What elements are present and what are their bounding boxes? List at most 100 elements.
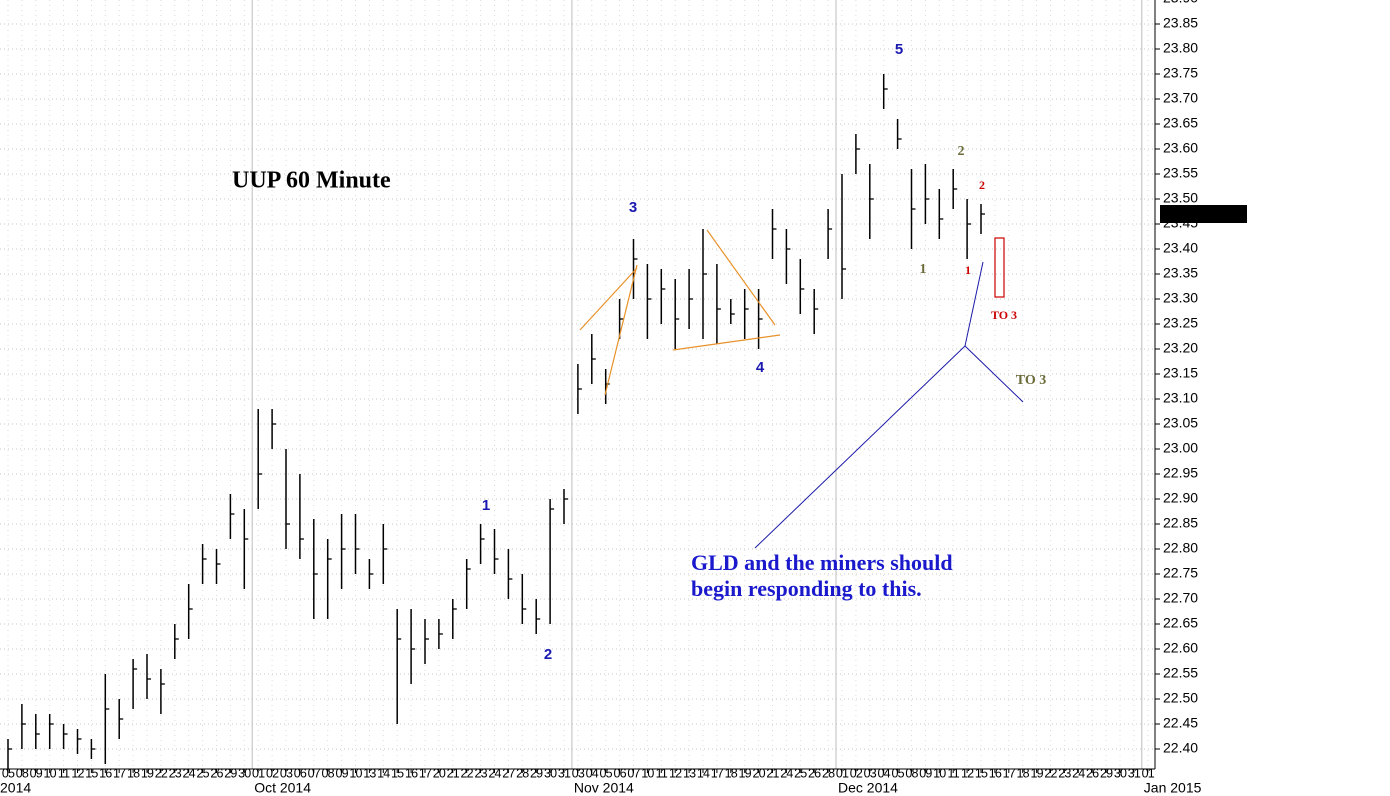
x-tick-label: 17 <box>1003 766 1016 780</box>
x-tick-label: 06 <box>294 766 307 780</box>
x-tick-label: 23 <box>169 766 182 780</box>
x-tick-label: 17 <box>711 766 724 780</box>
wave-label: 2 <box>979 178 985 192</box>
y-tick-label: 23.00 <box>1163 440 1198 456</box>
x-tick-label: 27 <box>502 766 515 780</box>
y-tick-label: 23.05 <box>1163 415 1198 431</box>
wave-label: 3 <box>629 199 637 216</box>
x-tick-label: 12 <box>71 766 84 780</box>
x-tick-label: 29 <box>224 766 237 780</box>
x-tick-label: 21 <box>447 766 460 780</box>
note: begin responding to this. <box>691 576 922 601</box>
x-tick-label: 09 <box>919 766 932 780</box>
x-tick-label: 14 <box>697 766 710 780</box>
y-tick-label: 23.30 <box>1163 290 1198 306</box>
x-tick-label: 08 <box>905 766 918 780</box>
y-tick-label: 22.45 <box>1163 715 1198 731</box>
x-tick-label: 10 <box>349 766 362 780</box>
x-tick-label: 22 <box>461 766 474 780</box>
x-tick-label: 06 <box>613 766 626 780</box>
x-tick-label: 31 <box>558 766 571 780</box>
wave-label: 5 <box>895 41 903 58</box>
x-tick-label: 11 <box>948 766 960 780</box>
month-label: Dec 2014 <box>838 780 898 796</box>
x-tick-label: 03 <box>864 766 877 780</box>
y-tick-label: 23.55 <box>1163 165 1198 181</box>
trend-line <box>672 334 781 351</box>
x-tick-label: 24 <box>1072 766 1085 780</box>
x-tick-label: 20 <box>433 766 446 780</box>
x-tick-label: 04 <box>878 766 891 780</box>
x-tick-label: 19 <box>739 766 752 780</box>
x-tick-label: 07 <box>627 766 640 780</box>
x-tick-label: 18 <box>127 766 140 780</box>
x-tick-label: 15 <box>85 766 98 780</box>
wave-label: 2 <box>544 646 552 663</box>
x-tick-label: 01 <box>252 766 265 780</box>
x-tick-label: 17 <box>419 766 432 780</box>
x-tick-label: 11 <box>656 766 668 780</box>
y-tick-label: 23.25 <box>1163 315 1198 331</box>
x-tick-label: 23 <box>1058 766 1071 780</box>
wave-labels: 1 2 3 4 5 1 2 1 2 TO 3 TO 3 <box>482 41 1046 663</box>
trend-line <box>579 267 638 331</box>
projection-line <box>754 261 984 549</box>
x-tick-label: 08 <box>322 766 335 780</box>
y-tick-label: 23.40 <box>1163 240 1198 256</box>
y-tick-label: 23.60 <box>1163 140 1198 156</box>
x-tick-label: 10 <box>933 766 946 780</box>
annotation-lines <box>579 229 1024 549</box>
x-tick-label: 05 <box>600 766 613 780</box>
y-tick-label: 22.55 <box>1163 665 1198 681</box>
x-tick-label: 10 <box>44 766 57 780</box>
x-tick-label: 07 <box>308 766 321 780</box>
y-tick-label: 22.75 <box>1163 565 1198 581</box>
x-tick-label: 25 <box>196 766 209 780</box>
x-tick-label: 30 <box>1114 766 1127 780</box>
x-tick-label: 13 <box>363 766 376 780</box>
y-tick-label: 22.90 <box>1163 490 1198 506</box>
y-tick-label: 22.80 <box>1163 540 1198 556</box>
x-tick-label: 12 <box>669 766 682 780</box>
month-label: Jan 2015 <box>1144 780 1202 796</box>
x-tick-label: 26 <box>1086 766 1099 780</box>
wave-label: 4 <box>756 359 765 376</box>
x-tick-label: 03 <box>572 766 585 780</box>
x-tick-label: 16 <box>405 766 418 780</box>
x-tick-label: 02 <box>266 766 279 780</box>
month-label: Oct 2014 <box>254 780 311 796</box>
x-tick-label: 22 <box>155 766 168 780</box>
x-tick-label: 26 <box>210 766 223 780</box>
y-tick-label: 22.85 <box>1163 515 1198 531</box>
y-tick-label: 23.65 <box>1163 115 1198 131</box>
x-tick-label: 02 <box>850 766 863 780</box>
x-tick-label: 19 <box>141 766 154 780</box>
x-tick-label: 24 <box>183 766 196 780</box>
y-tick-label: 22.65 <box>1163 615 1198 631</box>
x-tick-label: 16 <box>99 766 112 780</box>
x-tick-label: 01 <box>1142 766 1155 780</box>
x-tick-label: 25 <box>794 766 807 780</box>
x-tick-label: 30 <box>544 766 557 780</box>
target-box <box>994 237 1005 298</box>
y-tick-label: 23.80 <box>1163 40 1198 56</box>
x-tick-label: 29 <box>530 766 543 780</box>
x-tick-label: 22 <box>1044 766 1057 780</box>
x-tick-label: 15 <box>975 766 988 780</box>
wave-label: 1 <box>482 497 490 514</box>
x-tick-label: 19 <box>1030 766 1043 780</box>
x-tick-label: 21 <box>766 766 779 780</box>
x-tick-label: 28 <box>516 766 529 780</box>
projection-line <box>964 345 1024 403</box>
x-tick-label: 08 <box>16 766 29 780</box>
month-label: Nov 2014 <box>574 780 634 796</box>
last-price-label: 23.47 <box>1163 205 1198 221</box>
month-label: 2014 <box>0 780 31 796</box>
y-tick-label: 23.75 <box>1163 65 1198 81</box>
x-tick-label: 24 <box>488 766 501 780</box>
grid <box>0 0 1155 769</box>
y-tick-label: 23.85 <box>1163 15 1198 31</box>
last-price-box <box>1160 205 1247 223</box>
y-tick-label: 23.35 <box>1163 265 1198 281</box>
